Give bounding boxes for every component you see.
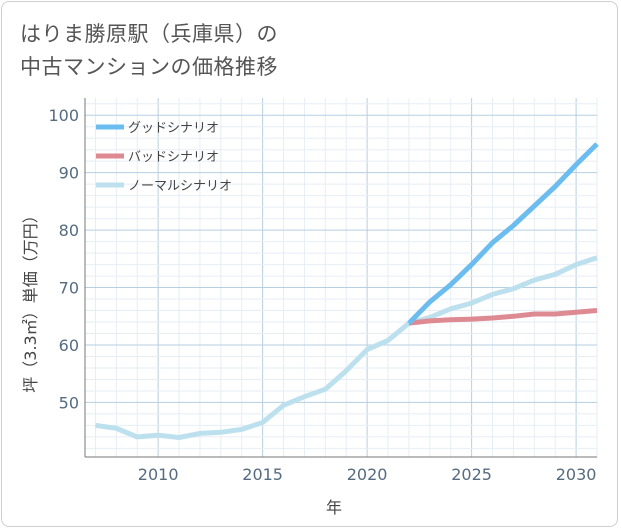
x-tick-label: 2010 bbox=[138, 465, 179, 484]
x-tick-label: 2015 bbox=[242, 465, 283, 484]
x-tick-label: 2025 bbox=[451, 465, 492, 484]
series-line bbox=[408, 308, 598, 326]
legend-label: グッドシナリオ bbox=[128, 121, 219, 136]
y-tick-label: 90 bbox=[59, 164, 79, 183]
series-line bbox=[407, 142, 599, 325]
chart-title: はりま勝原駅（兵庫県）の 中古マンションの価格推移 bbox=[20, 18, 278, 83]
title-line-2: 中古マンションの価格推移 bbox=[20, 54, 278, 79]
x-axis-label: 年 bbox=[326, 498, 342, 517]
y-tick-label: 100 bbox=[48, 106, 79, 125]
legend-label: ノーマルシナリオ bbox=[128, 179, 232, 194]
grid-lines bbox=[85, 98, 598, 457]
x-tick-label: 2020 bbox=[347, 465, 388, 484]
legend-label: バッドシナリオ bbox=[128, 150, 219, 165]
y-tick-label: 50 bbox=[59, 393, 79, 412]
y-tick-label: 80 bbox=[59, 221, 79, 240]
title-line-1: はりま勝原駅（兵庫県）の bbox=[20, 22, 278, 46]
tick-labels: 2010 2015 2020 2025 2030 50 60 70 80 90 100 bbox=[48, 106, 596, 484]
y-axis-label: 坪（3.3㎡）単価（万円） bbox=[21, 207, 40, 392]
series-lines bbox=[95, 142, 599, 440]
axes bbox=[84, 98, 597, 458]
y-tick-label: 60 bbox=[59, 336, 79, 355]
x-tick-label: 2030 bbox=[556, 465, 597, 484]
y-tick-label: 70 bbox=[59, 279, 79, 298]
